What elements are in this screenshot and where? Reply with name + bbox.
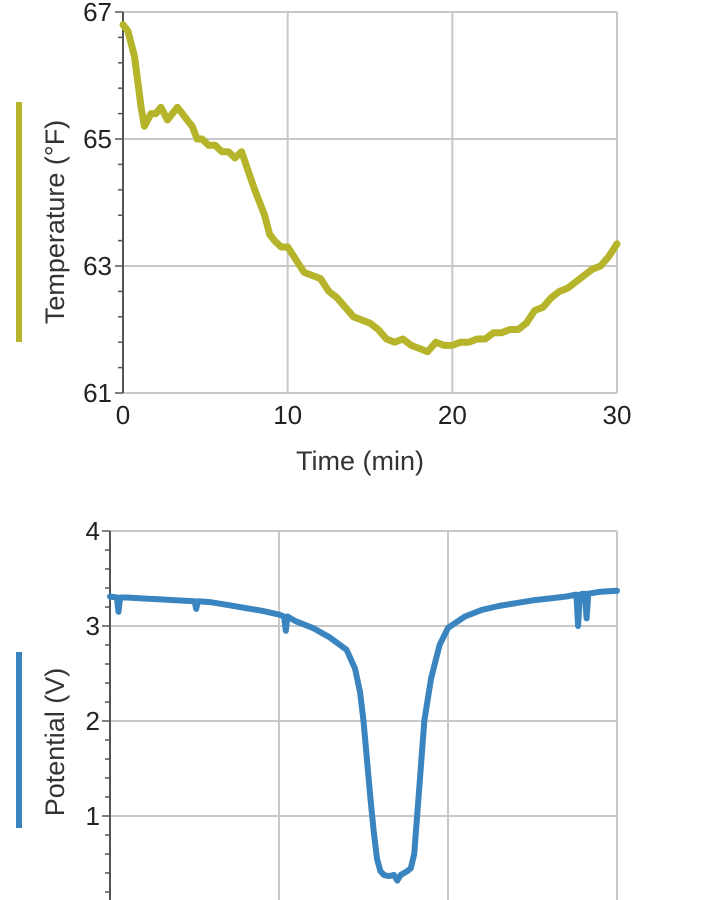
potential-series-line	[107, 587, 620, 884]
potential-chart: 1 2 3 4 Potential (V)	[16, 516, 620, 900]
y-tick-label: 3	[86, 611, 100, 641]
temperature-series-line	[119, 21, 621, 356]
x-tick-label: 30	[603, 400, 632, 430]
y-tick-label: 61	[83, 378, 112, 408]
temperature-chart: 61 63 65 67 0 10 20 30 Time (min) Temperature …	[16, 0, 631, 476]
x-tick-label: 20	[438, 400, 467, 430]
y-tick-label: 65	[83, 124, 112, 154]
y-tick-label: 67	[83, 0, 112, 27]
y-tick-label: 1	[86, 801, 100, 831]
y-tick-label: 2	[86, 706, 100, 736]
potential-legend-swatch	[16, 652, 22, 828]
temperature-x-tick-labels: 0 10 20 30	[116, 400, 632, 430]
temperature-y-tick-labels: 61 63 65 67	[83, 0, 112, 408]
y-tick-label: 4	[86, 516, 100, 546]
temperature-legend-swatch	[16, 102, 22, 342]
temperature-minor-ticks	[115, 11, 123, 394]
temperature-grid	[123, 11, 618, 394]
x-tick-label: 10	[273, 400, 302, 430]
x-tick-label: 0	[116, 400, 130, 430]
temperature-x-axis-title: Time (min)	[296, 446, 424, 476]
potential-minor-ticks	[102, 530, 110, 893]
y-tick-label: 63	[83, 251, 112, 281]
potential-y-axis-title: Potential (V)	[40, 668, 70, 817]
potential-y-tick-labels: 1 2 3 4	[86, 516, 100, 831]
temperature-y-axis-title: Temperature (°F)	[40, 120, 70, 324]
